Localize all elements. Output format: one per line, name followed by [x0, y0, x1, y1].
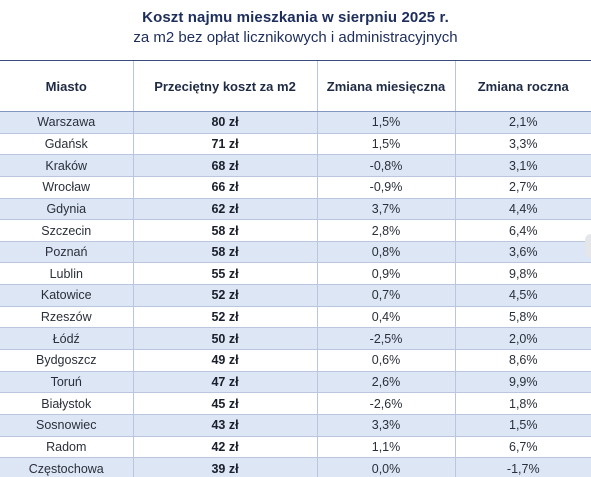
cost-cell: 80 zł: [133, 111, 318, 134]
city-cell: Poznań: [0, 241, 134, 264]
monthly-change-cell: 0,0%: [317, 457, 456, 477]
table-row: Radom 42 zł 1,1% 6,7%: [0, 436, 591, 459]
city-cell: Gdańsk: [0, 133, 134, 156]
table-row: Gdynia 62 zł 3,7% 4,4%: [0, 198, 591, 221]
yearly-change-cell: 5,8%: [455, 306, 591, 329]
table-row: Szczecin 58 zł 2,8% 6,4%: [0, 219, 591, 242]
table-row: Białystok 45 zł -2,6% 1,8%: [0, 392, 591, 415]
city-cell: Bydgoszcz: [0, 349, 134, 372]
table-row: Rzeszów 52 zł 0,4% 5,8%: [0, 306, 591, 329]
monthly-change-cell: 2,6%: [317, 371, 456, 394]
monthly-change-cell: 1,1%: [317, 436, 456, 459]
table-row: Kraków 68 zł -0,8% 3,1%: [0, 154, 591, 177]
table-row: Lublin 55 zł 0,9% 9,8%: [0, 262, 591, 286]
yearly-change-cell: 2,7%: [455, 176, 591, 199]
cost-cell: 66 zł: [133, 176, 318, 199]
yearly-change-cell: 2,0%: [455, 327, 591, 351]
table-row: Poznań 58 zł 0,8% 3,6%: [0, 241, 591, 264]
city-cell: Gdynia: [0, 198, 134, 221]
cost-cell: 39 zł: [133, 457, 318, 477]
city-cell: Sosnowiec: [0, 414, 134, 437]
yearly-change-cell: 3,1%: [455, 154, 591, 177]
monthly-change-cell: -0,8%: [317, 154, 456, 177]
cost-cell: 49 zł: [133, 349, 318, 372]
title-divider: [0, 60, 591, 61]
monthly-change-cell: 0,8%: [317, 241, 456, 264]
cost-cell: 43 zł: [133, 414, 318, 437]
city-cell: Toruń: [0, 371, 134, 394]
cost-cell: 62 zł: [133, 198, 318, 221]
column-header-yearly-change: Zmiana roczna: [455, 61, 591, 112]
monthly-change-cell: 3,3%: [317, 414, 456, 437]
column-header-cost: Przeciętny koszt za m2: [133, 61, 318, 112]
table-row: Katowice 52 zł 0,7% 4,5%: [0, 284, 591, 307]
monthly-change-cell: 0,9%: [317, 262, 456, 286]
cost-cell: 47 zł: [133, 371, 318, 394]
city-cell: Rzeszów: [0, 306, 134, 329]
monthly-change-cell: -2,6%: [317, 392, 456, 415]
city-cell: Katowice: [0, 284, 134, 307]
yearly-change-cell: 8,6%: [455, 349, 591, 372]
cost-cell: 68 zł: [133, 154, 318, 177]
yearly-change-cell: 3,6%: [455, 241, 591, 264]
monthly-change-cell: 1,5%: [317, 111, 456, 134]
column-header-monthly-change: Zmiana miesięczna: [317, 61, 456, 112]
monthly-change-cell: 1,5%: [317, 133, 456, 156]
table-header-row: Miasto Przeciętny koszt za m2 Zmiana mie…: [0, 61, 591, 112]
monthly-change-cell: 0,4%: [317, 306, 456, 329]
city-cell: Częstochowa: [0, 457, 134, 477]
monthly-change-cell: -2,5%: [317, 327, 456, 351]
monthly-change-cell: 0,7%: [317, 284, 456, 307]
yearly-change-cell: 9,9%: [455, 371, 591, 394]
monthly-change-cell: 0,6%: [317, 349, 456, 372]
cost-cell: 42 zł: [133, 436, 318, 459]
yearly-change-cell: 4,5%: [455, 284, 591, 307]
cost-cell: 52 zł: [133, 306, 318, 329]
city-cell: Wrocław: [0, 176, 134, 199]
page-title: Koszt najmu mieszkania w sierpniu 2025 r…: [142, 9, 449, 26]
table-row: Warszawa 80 zł 1,5% 2,1%: [0, 111, 591, 134]
yearly-change-cell: 1,8%: [455, 392, 591, 415]
city-cell: Kraków: [0, 154, 134, 177]
city-cell: Warszawa: [0, 111, 134, 134]
monthly-change-cell: 2,8%: [317, 219, 456, 242]
yearly-change-cell: 1,5%: [455, 414, 591, 437]
yearly-change-cell: 2,1%: [455, 111, 591, 134]
yearly-change-cell: -1,7%: [455, 457, 591, 477]
page-subtitle: za m2 bez opłat licznikowych i administr…: [133, 29, 458, 46]
city-cell: Radom: [0, 436, 134, 459]
yearly-change-cell: 6,4%: [455, 219, 591, 242]
cost-cell: 52 zł: [133, 284, 318, 307]
table-row: Toruń 47 zł 2,6% 9,9%: [0, 371, 591, 394]
monthly-change-cell: 3,7%: [317, 198, 456, 221]
monthly-change-cell: -0,9%: [317, 176, 456, 199]
yearly-change-cell: 6,7%: [455, 436, 591, 459]
table-row: Bydgoszcz 49 zł 0,6% 8,6%: [0, 349, 591, 372]
rent-cost-table: Miasto Przeciętny koszt za m2 Zmiana mie…: [0, 61, 591, 477]
scroll-handle[interactable]: [585, 234, 591, 258]
yearly-change-cell: 4,4%: [455, 198, 591, 221]
cost-cell: 58 zł: [133, 241, 318, 264]
table-row: Wrocław 66 zł -0,9% 2,7%: [0, 176, 591, 199]
city-cell: Szczecin: [0, 219, 134, 242]
table-row: Łódź 50 zł -2,5% 2,0%: [0, 327, 591, 351]
table-row: Gdańsk 71 zł 1,5% 3,3%: [0, 133, 591, 156]
city-cell: Białystok: [0, 392, 134, 415]
city-cell: Łódź: [0, 327, 134, 351]
cost-cell: 50 zł: [133, 327, 318, 351]
cost-cell: 55 zł: [133, 262, 318, 286]
yearly-change-cell: 9,8%: [455, 262, 591, 286]
table-row: Sosnowiec 43 zł 3,3% 1,5%: [0, 414, 591, 437]
table-row: Częstochowa 39 zł 0,0% -1,7%: [0, 457, 591, 477]
cost-cell: 45 zł: [133, 392, 318, 415]
column-header-city: Miasto: [0, 61, 134, 112]
city-cell: Lublin: [0, 262, 134, 286]
cost-cell: 58 zł: [133, 219, 318, 242]
yearly-change-cell: 3,3%: [455, 133, 591, 156]
cost-cell: 71 zł: [133, 133, 318, 156]
